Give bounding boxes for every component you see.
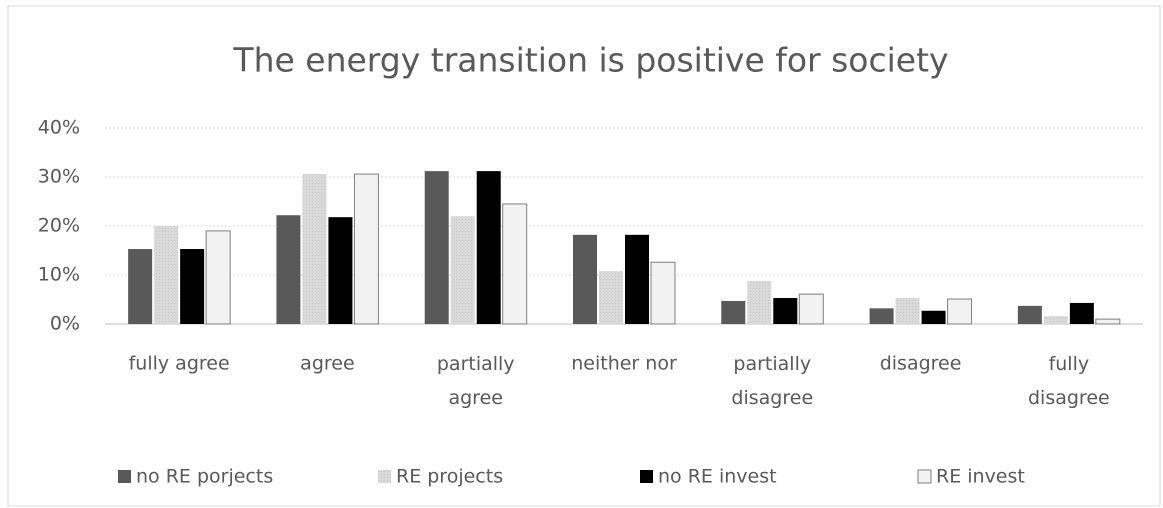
bar — [154, 226, 179, 324]
bar — [747, 280, 772, 324]
bar — [599, 271, 623, 324]
bar — [573, 234, 597, 324]
legend-label: no RE invest — [658, 466, 777, 488]
y-tick-label: 40% — [38, 117, 80, 139]
bar — [625, 234, 649, 324]
bar — [128, 249, 153, 324]
bar — [353, 173, 379, 325]
bar — [1017, 305, 1042, 324]
bar — [424, 171, 449, 324]
bar — [328, 217, 353, 324]
y-tick-label: 30% — [38, 166, 80, 188]
x-tick-label: neither nor — [571, 353, 677, 375]
bar — [947, 298, 973, 325]
y-tick-label: 10% — [38, 264, 80, 286]
legend-label: RE projects — [396, 466, 503, 488]
chart-title: The energy transition is positive for so… — [232, 41, 948, 80]
bar — [276, 215, 301, 324]
x-tick-label: partially disagree — [731, 353, 813, 409]
bar — [721, 300, 746, 324]
bar — [476, 171, 501, 324]
bar — [450, 216, 475, 324]
bar — [205, 230, 231, 325]
bar — [798, 293, 824, 325]
legend-label: no RE porjects — [136, 466, 273, 488]
legend-swatch — [917, 469, 932, 484]
bar — [180, 249, 205, 324]
bar — [302, 174, 327, 324]
bar — [1069, 302, 1094, 324]
x-tick-label: agree — [300, 353, 354, 375]
legend-swatch — [378, 470, 391, 483]
legend-swatch — [118, 470, 131, 483]
bar — [895, 298, 920, 324]
legend-label: RE invest — [936, 466, 1025, 488]
legend-swatch — [640, 470, 653, 483]
bar — [869, 308, 894, 324]
bar — [773, 298, 798, 324]
bar — [502, 203, 528, 325]
x-tick-label: disagree — [880, 353, 962, 375]
bar — [650, 261, 676, 325]
bar — [1095, 318, 1121, 325]
x-tick-label: partially agree — [437, 353, 515, 409]
x-tick-label: fully disagree — [1028, 353, 1110, 409]
x-tick-label: fully agree — [129, 353, 230, 375]
bar — [1043, 316, 1068, 324]
bar — [921, 310, 946, 324]
y-tick-label: 20% — [38, 215, 80, 237]
y-tick-label: 0% — [50, 313, 80, 335]
